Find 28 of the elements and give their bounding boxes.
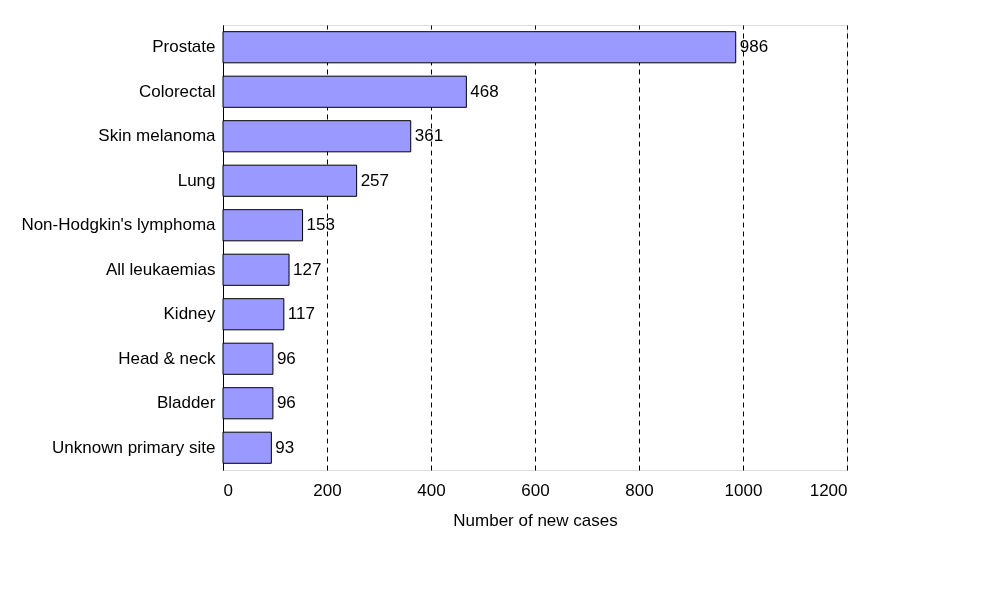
- y-tick-label: Unknown primary site: [52, 437, 216, 457]
- x-tick-label: 800: [625, 480, 654, 500]
- y-tick-label: Head & neck: [118, 348, 216, 368]
- x-tick-label: 0: [223, 480, 233, 500]
- x-tick-label: 1200: [809, 480, 848, 500]
- data-label: 96: [276, 393, 296, 413]
- x-tick-label: 1000: [724, 480, 763, 500]
- data-label: 257: [360, 170, 390, 190]
- y-tick-label: Kidney: [163, 304, 216, 324]
- y-tick-label: All leukaemias: [105, 259, 216, 279]
- data-label: 117: [287, 304, 315, 324]
- y-tick-label: Non-Hodgkin's lymphoma: [21, 215, 217, 235]
- data-label: 468: [470, 81, 499, 101]
- data-label: 153: [306, 215, 335, 235]
- data-label: 127: [293, 259, 322, 279]
- data-label: 96: [276, 348, 296, 368]
- y-tick-label: Bladder: [156, 393, 216, 413]
- y-tick-label: Skin melanoma: [98, 126, 217, 146]
- x-tick-label: 600: [521, 480, 550, 500]
- y-tick-label: Colorectal: [138, 81, 216, 101]
- data-label: 361: [414, 126, 444, 146]
- x-tick-label: 200: [313, 480, 342, 500]
- y-tick-label: Lung: [177, 170, 216, 190]
- x-tick-label: 400: [417, 480, 446, 500]
- x-axis-title: Number of new cases: [453, 510, 618, 530]
- data-label: 986: [739, 37, 769, 57]
- data-label: 93: [275, 437, 295, 457]
- y-tick-label: Prostate: [152, 37, 216, 57]
